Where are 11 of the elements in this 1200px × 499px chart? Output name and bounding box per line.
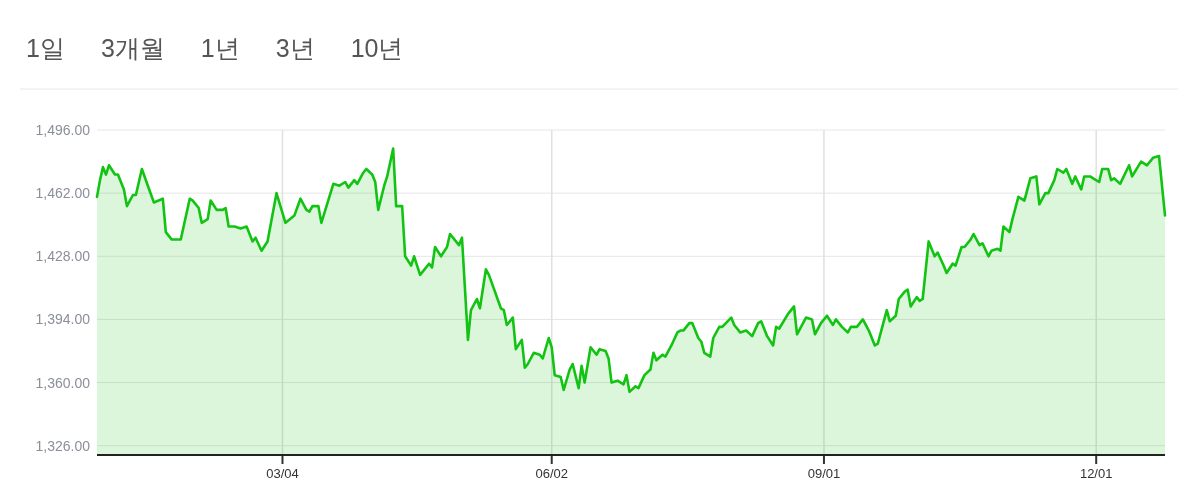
tabs: 1일 3개월 1년 3년 10년: [26, 34, 404, 62]
x-tick-label: 03/04: [266, 466, 299, 481]
y-tick-label: 1,496.00: [35, 122, 91, 138]
x-tick-label: 09/01: [807, 466, 841, 481]
x-tick-label: 12/01: [1079, 466, 1113, 481]
y-tick-label: 1,360.00: [35, 374, 91, 391]
y-tick-label: 1,462.00: [35, 185, 91, 202]
y-tick-label: 1,394.00: [35, 311, 91, 328]
x-tick-label: 06/02: [535, 466, 568, 481]
y-tick-label: 1,326.00: [35, 437, 91, 454]
y-tick-label: 1,428.00: [35, 248, 91, 265]
